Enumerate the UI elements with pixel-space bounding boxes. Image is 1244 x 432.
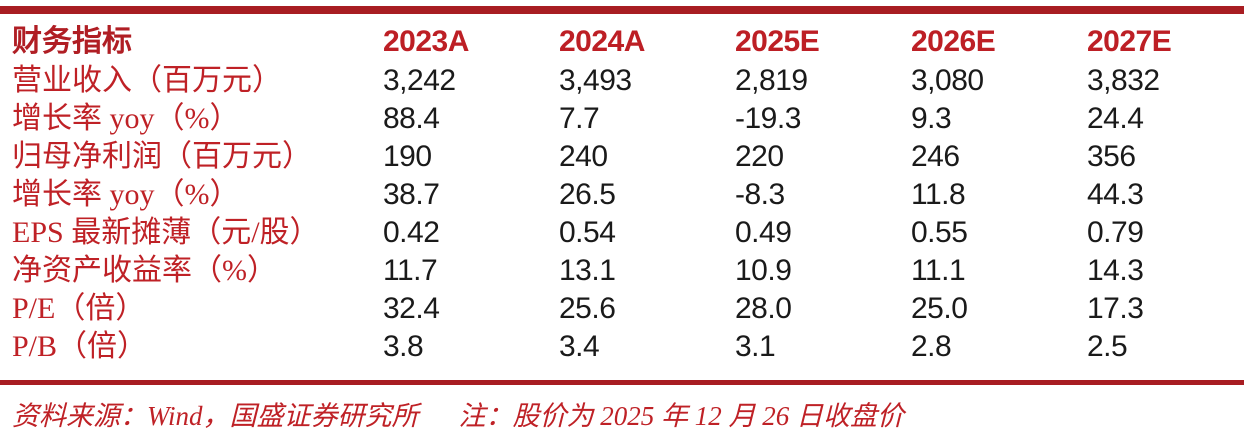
source-text: 资料来源：Wind，国盛证券研究所 xyxy=(12,401,419,431)
cell-value: 25.0 xyxy=(911,292,968,325)
cell-value: 0.79 xyxy=(1087,216,1144,249)
cell-value: 25.6 xyxy=(559,292,616,325)
cell-value: 13.1 xyxy=(559,254,616,287)
cell-value: 190 xyxy=(383,140,432,173)
cell-value: 44.3 xyxy=(1087,178,1144,211)
cell-value: 240 xyxy=(559,140,608,173)
table-row-net-profit: 归母净利润（百万元） 190 240 220 246 356 xyxy=(12,138,1236,176)
cell-value: 11.8 xyxy=(911,178,966,211)
financial-indicators-table: 财务指标 2023A 2024A 2025E 2026E 2027E 营业收入（… xyxy=(0,14,1244,366)
row-label: P/E（倍） xyxy=(12,292,146,325)
cell-value: 0.54 xyxy=(559,216,616,249)
price-note: 注：股价为 2025 年 12 月 26 日收盘价 xyxy=(458,401,905,431)
table-row-pb: P/B（倍） 3.8 3.4 3.1 2.8 2.5 xyxy=(12,328,1236,366)
column-header-2025e: 2025E xyxy=(735,25,820,58)
cell-value: 2.5 xyxy=(1087,330,1128,363)
column-header-2023a: 2023A xyxy=(383,25,469,58)
table-header-row: 财务指标 2023A 2024A 2025E 2026E 2027E xyxy=(12,22,1236,62)
cell-value: 3.8 xyxy=(383,330,424,363)
divider-rule xyxy=(0,380,1244,385)
table-row-pe: P/E（倍） 32.4 25.6 28.0 25.0 17.3 xyxy=(12,290,1236,328)
top-rule xyxy=(0,6,1244,14)
cell-value: 14.3 xyxy=(1087,254,1144,287)
row-label: 营业收入（百万元） xyxy=(12,64,282,97)
cell-value: 24.4 xyxy=(1087,102,1144,135)
cell-value: 0.49 xyxy=(735,216,792,249)
cell-value: 32.4 xyxy=(383,292,440,325)
table-row-roe: 净资产收益率（%） 11.7 13.1 10.9 11.1 14.3 xyxy=(12,252,1236,290)
cell-value: 11.1 xyxy=(911,254,966,287)
table-row-revenue-growth: 增长率 yoy（%） 88.4 7.7 -19.3 9.3 24.4 xyxy=(12,100,1236,138)
cell-value: 0.42 xyxy=(383,216,440,249)
cell-value: 3,493 xyxy=(559,64,632,97)
cell-value: 9.3 xyxy=(911,102,952,135)
table-row-profit-growth: 增长率 yoy（%） 38.7 26.5 -8.3 11.8 44.3 xyxy=(12,176,1236,214)
row-label: 归母净利润（百万元） xyxy=(12,140,312,173)
column-header-2024a: 2024A xyxy=(559,25,645,58)
column-header-2026e: 2026E xyxy=(911,25,996,58)
source-note: 资料来源：Wind，国盛证券研究所 注：股价为 2025 年 12 月 26 日收… xyxy=(12,394,1244,432)
cell-value: 26.5 xyxy=(559,178,616,211)
cell-value: 0.55 xyxy=(911,216,968,249)
cell-value: 2.8 xyxy=(911,330,952,363)
row-label: EPS 最新摊薄（元/股） xyxy=(12,216,320,249)
cell-value: 17.3 xyxy=(1087,292,1144,325)
cell-value: 3.1 xyxy=(735,330,776,363)
cell-value: 356 xyxy=(1087,140,1136,173)
table-row-eps: EPS 最新摊薄（元/股） 0.42 0.54 0.49 0.55 0.79 xyxy=(12,214,1236,252)
row-label: 增长率 yoy（%） xyxy=(12,102,240,135)
cell-value: 3,080 xyxy=(911,64,984,97)
cell-value: 3,242 xyxy=(383,64,456,97)
cell-value: 7.7 xyxy=(559,102,600,135)
cell-value: 38.7 xyxy=(383,178,440,211)
cell-value: 2,819 xyxy=(735,64,808,97)
column-header-indicator: 财务指标 xyxy=(12,25,132,58)
cell-value: 28.0 xyxy=(735,292,792,325)
cell-value: 11.7 xyxy=(383,254,438,287)
cell-value: 246 xyxy=(911,140,960,173)
cell-value: 3.4 xyxy=(559,330,600,363)
column-header-2027e: 2027E xyxy=(1087,25,1172,58)
table-row-revenue: 营业收入（百万元） 3,242 3,493 2,819 3,080 3,832 xyxy=(12,62,1236,100)
cell-value: 3,832 xyxy=(1087,64,1160,97)
cell-value: -19.3 xyxy=(735,102,801,135)
row-label: P/B（倍） xyxy=(12,330,148,363)
cell-value: 88.4 xyxy=(383,102,440,135)
cell-value: 10.9 xyxy=(735,254,792,287)
row-label: 增长率 yoy（%） xyxy=(12,178,240,211)
cell-value: -8.3 xyxy=(735,178,785,211)
cell-value: 220 xyxy=(735,140,784,173)
row-label: 净资产收益率（%） xyxy=(12,254,277,287)
